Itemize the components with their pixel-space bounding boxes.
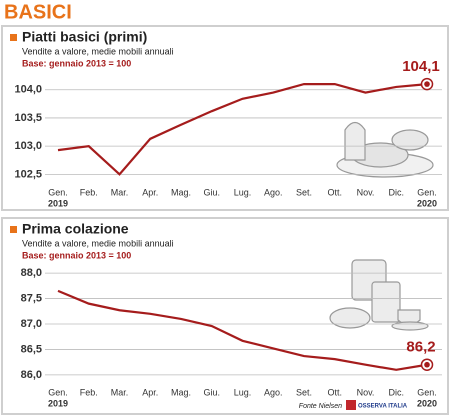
x-tick-label: Set. (296, 187, 312, 197)
x-tick-label: Mag. (171, 387, 191, 397)
y-tick-label: 87,5 (21, 292, 42, 304)
x-tick-label: Mag. (171, 187, 191, 197)
y-tick-label: 86,5 (21, 343, 42, 355)
x-tick-label: Mar. (111, 387, 129, 397)
chart-title: Piatti basici (primi) (22, 29, 147, 45)
base-note: Base: gennaio 2013 = 100 (22, 250, 131, 260)
chart-subtitle: Vendite a valore, medie mobili annuali (22, 46, 174, 56)
x-tick-label: Nov. (357, 387, 375, 397)
x-tick-label: Dic. (389, 187, 405, 197)
year-label: 2019 (48, 198, 68, 208)
y-tick-label: 87,0 (21, 318, 42, 330)
y-tick-label: 86,0 (21, 369, 42, 381)
x-tick-label: Gen. (48, 387, 68, 397)
x-tick-label: Ott. (327, 387, 342, 397)
x-tick-label: Feb. (80, 387, 98, 397)
chart-title: Prima colazione (22, 221, 129, 237)
y-tick-label: 103,0 (14, 140, 42, 152)
year-label: 2020 (417, 198, 437, 208)
logo: OSSERVA ITALIA (358, 404, 408, 410)
x-tick-label: Ago. (264, 187, 283, 197)
x-tick-label: Mar. (111, 187, 129, 197)
page-title: BASICI (4, 1, 72, 23)
x-tick-label: Ott. (327, 187, 342, 197)
base-note: Base: gennaio 2013 = 100 (22, 58, 131, 68)
logo-icon (346, 400, 356, 410)
breakfast-illustration (329, 259, 429, 331)
y-tick-label: 102,5 (14, 168, 42, 180)
year-label: 2020 (417, 398, 437, 408)
y-tick-label: 103,5 (14, 112, 42, 124)
x-tick-label: Gen. (417, 187, 437, 197)
x-tick-label: Nov. (357, 187, 375, 197)
x-tick-label: Giu. (203, 187, 220, 197)
end-marker (424, 361, 430, 368)
x-tick-label: Gen. (48, 187, 68, 197)
year-label: 2019 (48, 398, 68, 408)
y-tick-label: 104,0 (14, 84, 42, 96)
pasta-illustration (336, 121, 434, 178)
x-tick-label: Set. (296, 387, 312, 397)
x-tick-label: Lug. (234, 187, 252, 197)
x-tick-label: Lug. (234, 387, 252, 397)
x-tick-label: Gen. (417, 387, 437, 397)
value-label: 104,1 (402, 58, 440, 75)
line-series (57, 83, 428, 176)
x-tick-label: Apr. (142, 187, 158, 197)
line-series (57, 289, 428, 371)
x-tick-label: Dic. (389, 387, 405, 397)
chart-subtitle: Vendite a valore, medie mobili annuali (22, 238, 174, 248)
x-tick-label: Giu. (203, 387, 220, 397)
x-tick-label: Feb. (80, 187, 98, 197)
title-marker (10, 34, 17, 41)
x-tick-label: Apr. (142, 387, 158, 397)
end-marker (424, 81, 430, 87)
source: Fonte Nielsen (299, 403, 342, 410)
x-tick-label: Ago. (264, 387, 283, 397)
title-marker (10, 226, 17, 233)
value-label: 86,2 (406, 339, 435, 356)
y-tick-label: 88,0 (21, 267, 42, 279)
